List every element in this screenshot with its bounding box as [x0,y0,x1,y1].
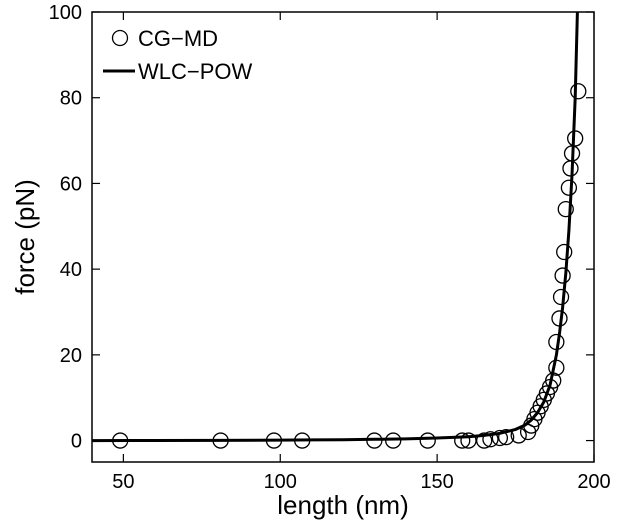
data-point-cg-md [557,200,574,218]
data-point-cg-md [366,432,383,449]
y-tick-label: 40 [60,259,82,281]
legend: CG−MD WLC−POW [103,26,253,84]
y-axis: 0 20 40 60 80 100 [49,2,594,453]
data-point-cg-md [510,427,527,444]
data-point-cg-md [265,432,283,449]
data-point-cg-md [552,288,570,306]
data-point-cg-md [551,310,568,327]
data-point-cg-md [554,267,571,284]
legend-label-wlc-pow: WLC−POW [138,59,253,84]
data-point-cg-md [476,432,493,449]
x-axis-title: length (nm) [277,490,409,520]
data-point-cg-md [545,372,562,389]
data-point-cg-md [212,432,229,449]
data-point-cg-md [567,130,584,147]
x-tick-label: 150 [420,471,453,493]
data-point-cg-md [560,179,578,196]
plot-area [92,12,587,449]
y-tick-label: 80 [60,88,82,110]
data-point-cg-md [562,160,579,177]
data-point-cg-md [112,432,129,449]
y-axis-title: force (pN) [10,179,40,295]
data-point-cg-md [548,333,565,351]
data-point-cg-md [294,432,311,449]
x-axis: 50 100 150 200 [112,12,611,493]
plot-frame [91,11,595,463]
data-point-cg-md [491,429,509,447]
data-point-cg-md [556,243,573,261]
legend-marker-cg-md [111,29,129,47]
y-tick-label: 20 [60,345,82,367]
x-tick-label: 50 [112,471,134,493]
data-point-cg-md [419,432,436,449]
y-tick-label: 0 [71,431,82,453]
legend-label-cg-md: CG−MD [138,26,218,51]
y-tick-label: 60 [60,173,82,195]
data-point-cg-md [460,432,477,449]
data-point-cg-md [570,83,587,100]
series-line-wlc-pow [92,12,579,443]
data-point-cg-md [454,432,471,449]
data-point-cg-md [385,432,402,449]
x-tick-label: 200 [577,471,610,493]
data-point-cg-md [548,359,565,376]
data-point-cg-md [497,428,515,446]
x-tick-label: 100 [264,471,297,493]
y-tick-label: 100 [49,2,82,24]
data-point-cg-md [482,431,499,448]
